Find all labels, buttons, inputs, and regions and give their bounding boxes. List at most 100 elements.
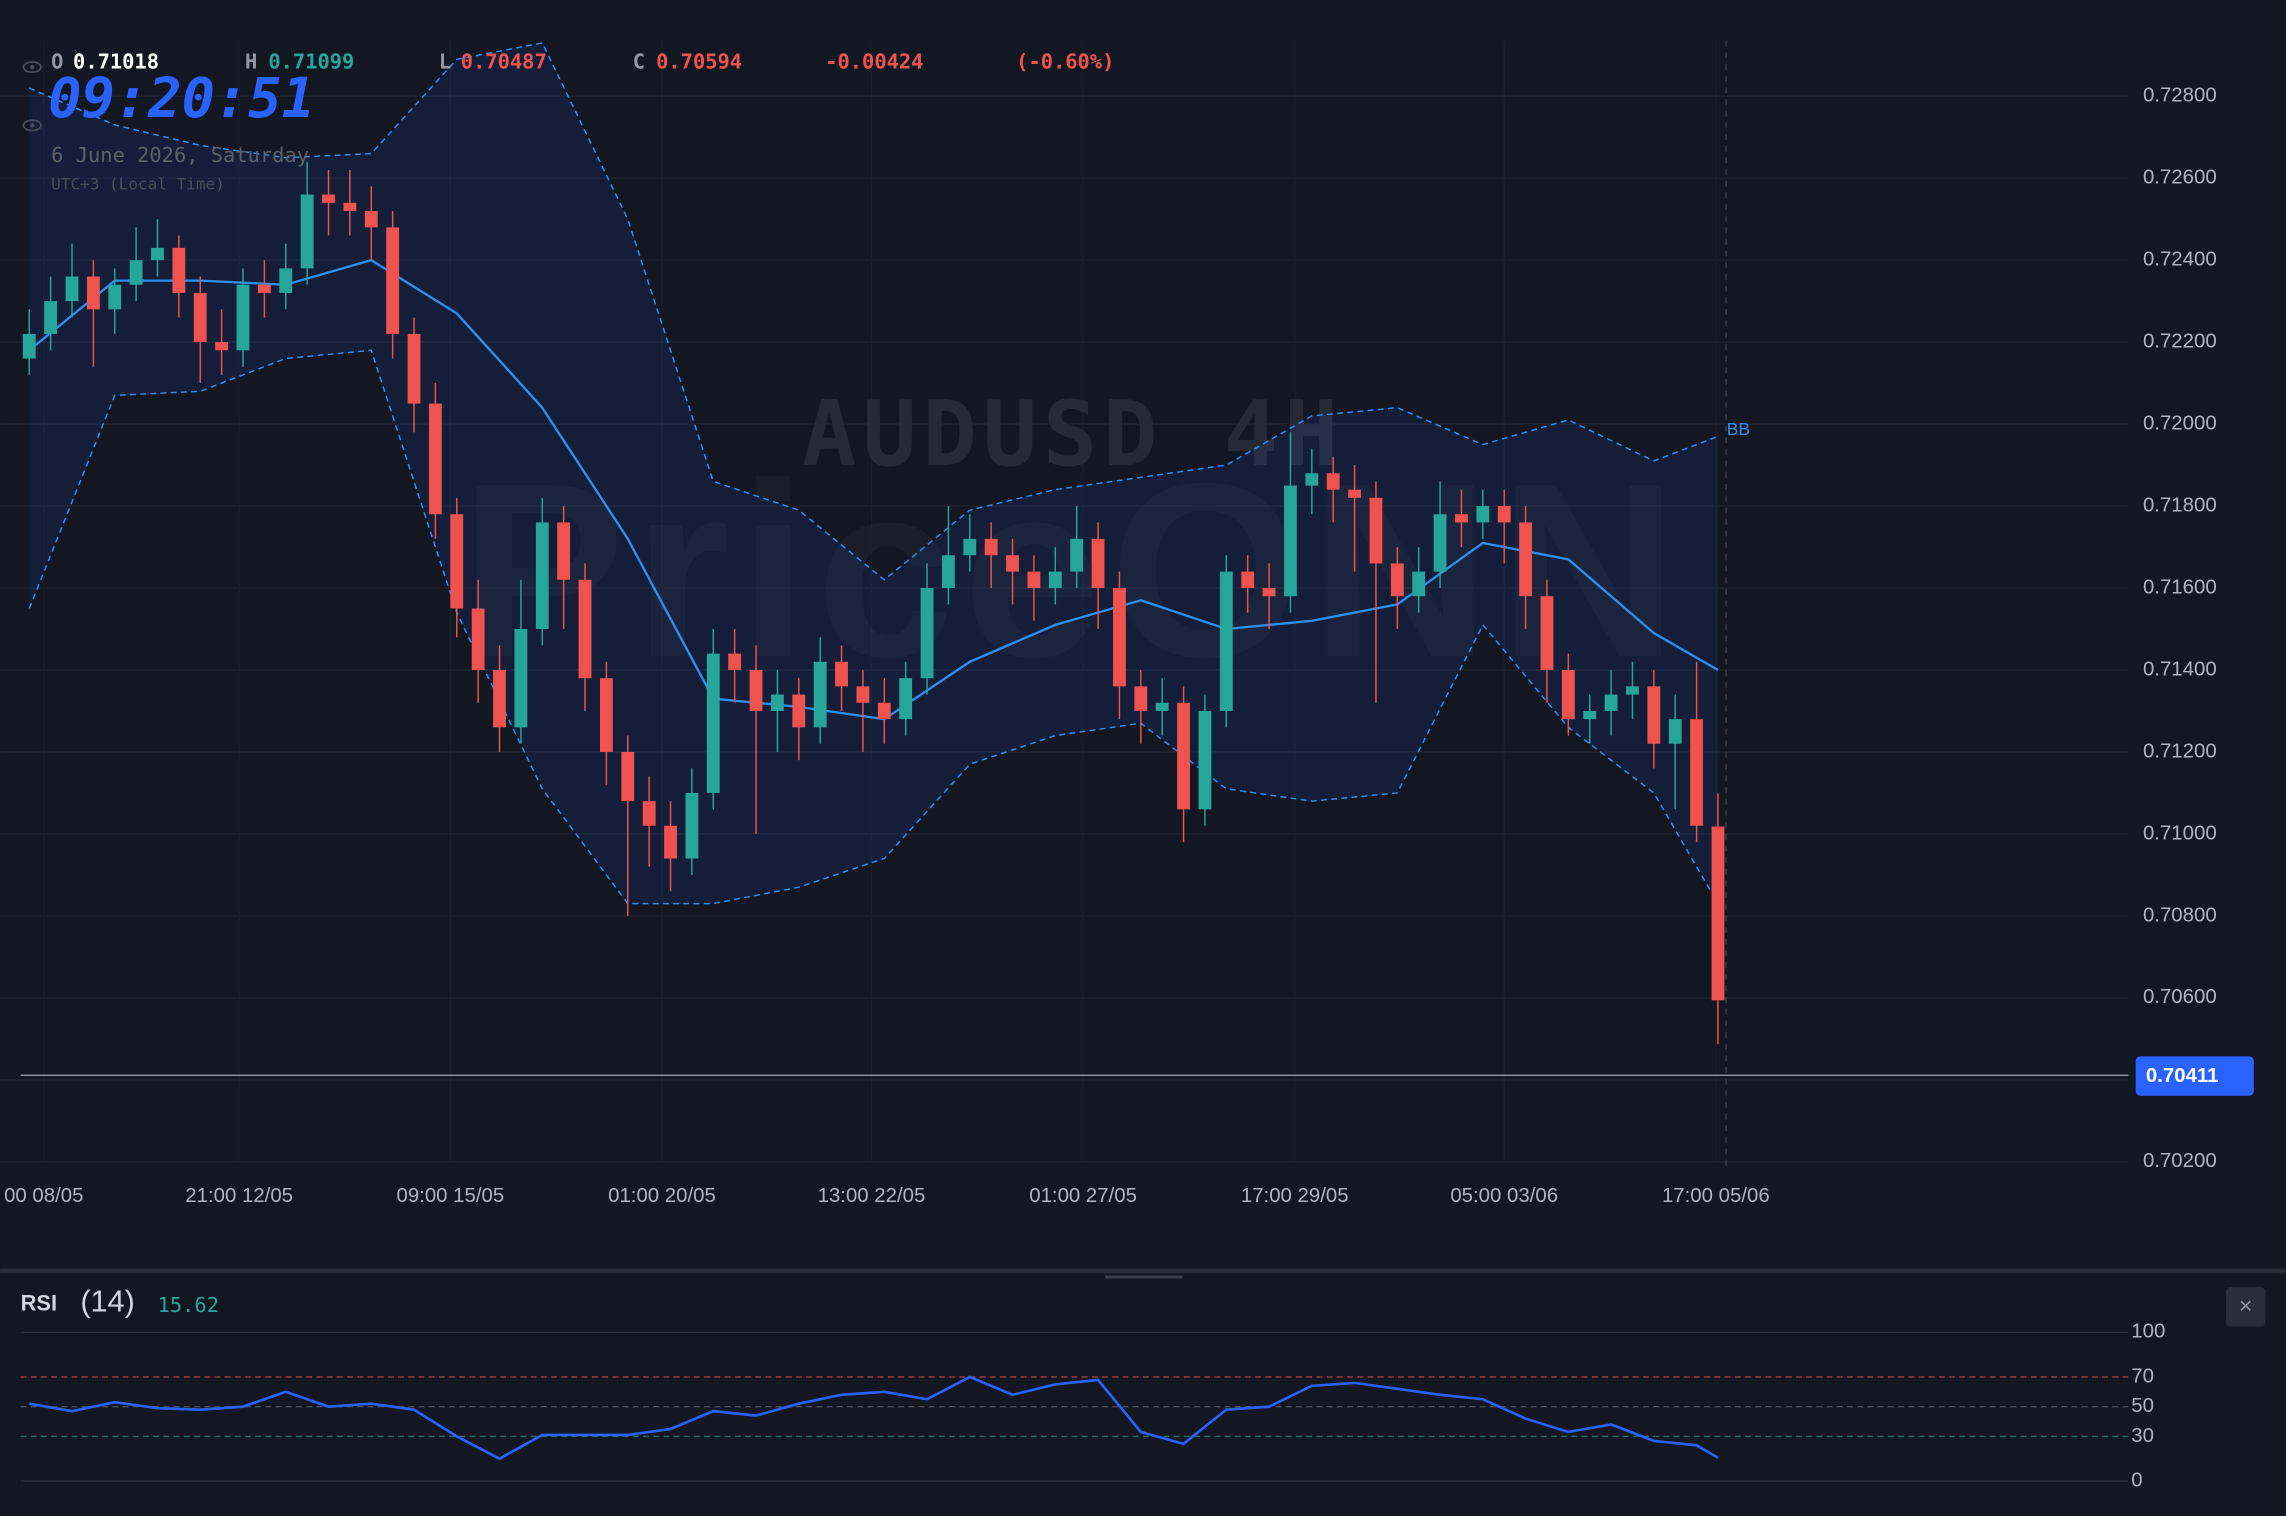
candle-body <box>557 522 571 580</box>
x-tick-label: 21:00 12/05 <box>185 1185 293 1207</box>
candle-body <box>1326 473 1340 490</box>
candle-body <box>984 538 998 556</box>
candle-body <box>1497 506 1511 523</box>
last-price-tag <box>2135 1056 2254 1096</box>
y-tick-label: 0.71000 <box>2143 822 2217 844</box>
candle-body <box>792 694 806 728</box>
candle-body <box>1412 571 1426 597</box>
y-tick-label: 0.71800 <box>2143 494 2217 516</box>
x-tick-label: 13:00 22/05 <box>818 1185 926 1207</box>
y-tick-label: 0.72800 <box>2143 85 2217 107</box>
y-tick-label: 0.70200 <box>2143 1150 2217 1172</box>
candle-body <box>706 653 720 793</box>
candle-body <box>1390 563 1404 597</box>
close-value: 0.70594 <box>656 50 742 74</box>
open-value: 0.71018 <box>73 50 159 74</box>
bb-band <box>29 42 1718 904</box>
y-tick-label: 0.71400 <box>2143 658 2217 680</box>
candle-body <box>471 608 485 670</box>
candle-body <box>1348 489 1361 498</box>
last-price-label: 0.70411 <box>2146 1065 2219 1087</box>
candle-body <box>920 588 934 679</box>
y-tick-label: 0.70600 <box>2143 986 2217 1008</box>
candle-body <box>1198 710 1212 810</box>
x-tick-label: 01:00 20/05 <box>608 1185 716 1207</box>
candle-body <box>1668 719 1682 744</box>
candle-body <box>1433 514 1447 572</box>
candle-body <box>1219 571 1233 711</box>
candle-body <box>1177 702 1190 810</box>
candle-body <box>172 247 186 293</box>
candle-body <box>129 260 143 285</box>
candle-body <box>1561 669 1575 720</box>
y-tick-label: 0.72400 <box>2143 249 2217 271</box>
date: 6 June 2026, Saturday <box>51 143 309 167</box>
candle-body <box>749 669 763 711</box>
close-button[interactable] <box>2226 1287 2266 1327</box>
grid-layer <box>0 40 2129 1163</box>
watermark: AUDUSD 4H <box>802 382 1344 487</box>
bb-upper <box>28 42 1719 581</box>
candle-body <box>322 194 335 203</box>
candle-body <box>1647 686 1661 744</box>
candle-body <box>300 194 314 269</box>
candle-body <box>407 333 421 404</box>
candle-body <box>1241 571 1255 589</box>
candle-body <box>428 403 442 515</box>
rsi-tick-label: 30 <box>2131 1425 2154 1447</box>
x-tick-label: 17:00 05/06 <box>1662 1185 1770 1207</box>
y-tick-label: 0.71200 <box>2143 740 2217 762</box>
close-button-label[interactable]: × <box>2239 1293 2253 1319</box>
change: -0.00424 <box>825 50 923 74</box>
candle-body <box>813 661 827 728</box>
low-value: 0.70487 <box>461 50 547 74</box>
candle-body <box>685 792 699 859</box>
bb-lower <box>28 349 1719 905</box>
y-tick-label: 0.72000 <box>2143 412 2217 434</box>
candle-body <box>1604 694 1618 711</box>
candle-body <box>1134 686 1148 711</box>
rsi-period: (14) <box>80 1284 134 1318</box>
candle-body <box>1048 571 1062 589</box>
candle-body <box>108 284 122 310</box>
candle-body <box>621 751 635 802</box>
eye-icon[interactable] <box>22 119 42 132</box>
candle-body <box>1476 506 1490 523</box>
candles-layer <box>22 161 1725 1045</box>
candle-body <box>1027 571 1041 589</box>
candle-body <box>1155 702 1169 711</box>
rsi-line <box>29 1375 1719 1461</box>
eye-icon[interactable] <box>22 61 42 74</box>
candle-body <box>1583 710 1597 720</box>
y-tick-label: 0.71600 <box>2143 576 2217 598</box>
candle-body <box>44 301 58 334</box>
candle-body <box>728 653 742 670</box>
candle-body <box>86 276 100 310</box>
x-tick-label: 17:00 29/05 <box>1241 1185 1349 1207</box>
candle-body <box>364 210 378 228</box>
x-tick-label: 01:00 27/05 <box>1029 1185 1137 1207</box>
rsi-tick-label: 0 <box>2131 1469 2142 1491</box>
candle-body <box>1006 555 1019 572</box>
candle-body <box>1519 522 1532 597</box>
candle-body <box>771 694 784 711</box>
candle-body <box>578 579 592 679</box>
x-tick-label: 09:00 15/05 <box>396 1185 504 1207</box>
candle-body <box>963 538 977 556</box>
candle-body <box>1262 588 1276 597</box>
y-tick-label: 0.70800 <box>2143 904 2217 926</box>
candle-body <box>856 686 870 703</box>
candle-body <box>279 268 293 293</box>
candle-body <box>1284 485 1297 597</box>
candle-body <box>1455 514 1468 523</box>
candle-body <box>514 628 528 728</box>
overlay-layer: 0.72800 0.72600 0.72400 0.72200 0.72000 0.718… <box>4 85 2254 1207</box>
candle-body <box>899 678 913 720</box>
candle-body <box>386 227 400 334</box>
candle-body <box>22 333 36 359</box>
rsi-tick-label: 70 <box>2131 1365 2154 1387</box>
x-tick-label: 00 08/05 <box>4 1185 83 1207</box>
bb-label: BB <box>1727 419 1750 439</box>
candle-body <box>151 247 164 261</box>
